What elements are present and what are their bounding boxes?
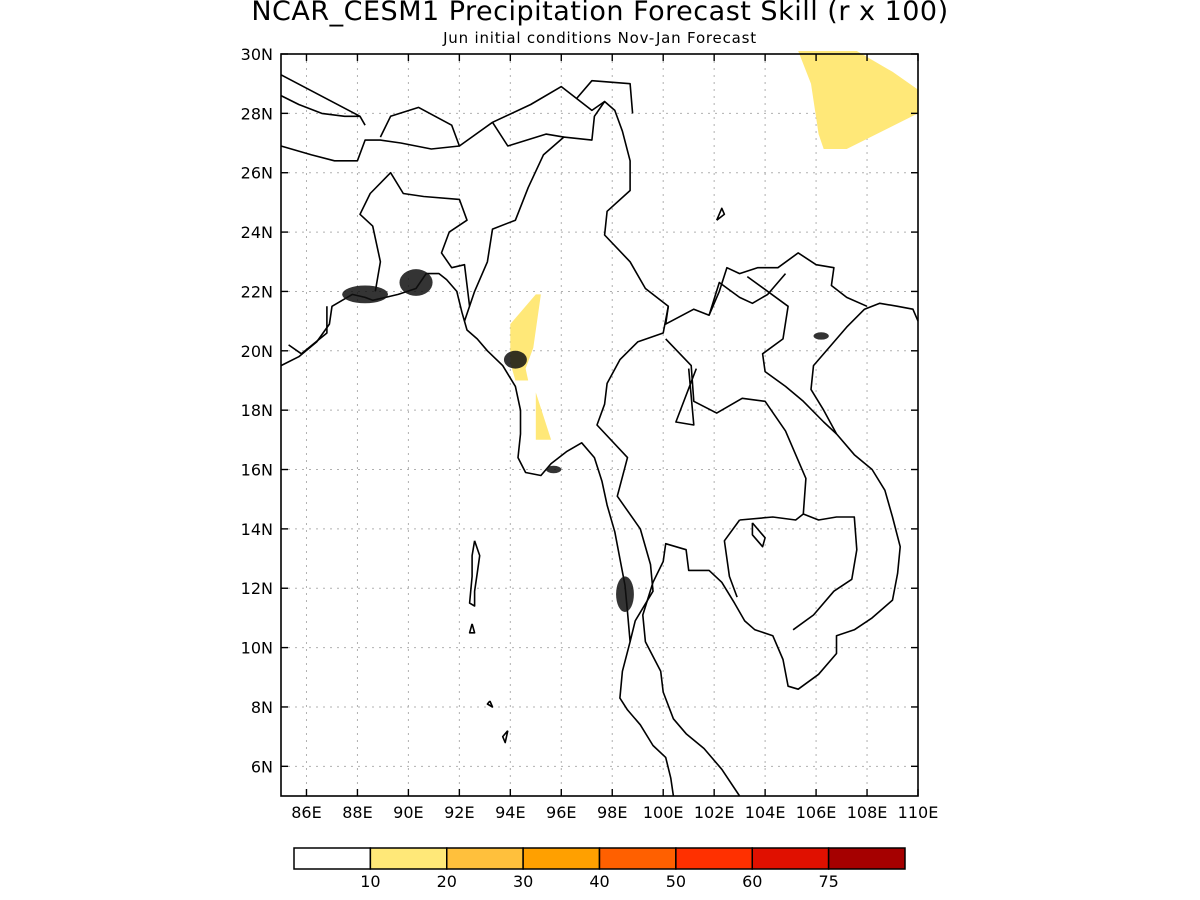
boundary-line: [641, 302, 919, 797]
colorbar-label: 40: [589, 872, 609, 891]
boundary-line: [575, 79, 634, 114]
boundary-line: [468, 623, 476, 634]
boundary-line: [280, 106, 461, 162]
boundary-line: [746, 275, 838, 435]
lat-tick-label: 24N: [241, 223, 273, 242]
lon-tick-label: 96E: [546, 803, 576, 822]
lat-tick-label: 30N: [241, 45, 273, 64]
lat-tick-label: 14N: [241, 520, 273, 539]
chart-title: NCAR_CESM1 Precipitation Forecast Skill …: [251, 0, 949, 27]
boundary-line: [359, 171, 471, 307]
lat-tick-label: 10N: [241, 639, 273, 658]
boundary-line: [288, 306, 328, 355]
lon-tick-label: 88E: [342, 803, 372, 822]
colorbar-swatch: [369, 847, 448, 870]
colorbar-swatch: [446, 847, 524, 870]
lon-tick-label: 98E: [597, 803, 627, 822]
boundary-line: [463, 100, 868, 325]
boundary-line: [486, 700, 494, 708]
lat-tick-label: 28N: [241, 104, 273, 123]
colorbar-swatch: [827, 847, 906, 870]
lon-tick-label: 86E: [291, 803, 321, 822]
boundary-line: [501, 730, 509, 744]
lon-tick-label: 92E: [444, 803, 474, 822]
colorbar-label: 75: [818, 872, 838, 891]
boundary-line: [280, 272, 675, 797]
chart-subtitle: Jun initial conditions Nov-Jan Forecast: [443, 29, 757, 47]
delta-coast-detail: [399, 269, 433, 296]
boundary-line: [708, 273, 787, 316]
lat-tick-label: 18N: [241, 401, 273, 420]
lat-tick-label: 12N: [241, 579, 273, 598]
lat-tick-label: 6N: [251, 757, 273, 776]
boundary-line: [458, 85, 606, 147]
lon-tick-label: 106E: [796, 803, 837, 822]
colorbar-swatch: [675, 847, 753, 870]
delta-coast-detail: [616, 576, 634, 612]
boundary-line: [715, 207, 726, 221]
boundary-line: [739, 513, 804, 521]
delta-coast-detail: [503, 350, 527, 369]
lon-tick-label: 104E: [745, 803, 786, 822]
colorbar-label: 50: [666, 872, 686, 891]
lon-tick-label: 102E: [694, 803, 735, 822]
colorbar-swatch: [522, 847, 601, 870]
map-gridlines: [281, 54, 918, 796]
delta-coast-detail: [813, 332, 829, 340]
boundary-line: [491, 121, 564, 147]
lon-tick-label: 94E: [495, 803, 525, 822]
map-frame: [280, 53, 919, 797]
lon-tick-label: 100E: [643, 803, 684, 822]
colorbar-label: 10: [360, 872, 380, 891]
boundary-line: [675, 368, 698, 426]
lat-tick-label: 8N: [251, 698, 273, 717]
colorbar-swatch: [598, 847, 677, 870]
boundary-line: [280, 74, 361, 118]
boundary-line: [596, 306, 670, 642]
colorbar-label: 30: [513, 872, 533, 891]
skill-region-shade: [798, 51, 918, 149]
lon-tick-label: 108E: [847, 803, 888, 822]
boundary-line: [723, 519, 741, 598]
colorbar-label: 60: [742, 872, 762, 891]
lat-tick-label: 22N: [241, 282, 273, 301]
coastlines-and-borders: [280, 74, 919, 797]
skill-shading: [510, 51, 918, 440]
boundary-line: [665, 338, 858, 631]
colorbar: 10 20 30 40 50 60 75: [293, 847, 906, 891]
skill-region-shade: [535, 392, 552, 440]
colorbar-swatch: [751, 847, 830, 870]
lat-tick-label: 20N: [241, 342, 273, 361]
colorbar-swatch: [293, 847, 372, 870]
boundary-line: [280, 94, 366, 126]
colorbar-label: 20: [437, 872, 457, 891]
axis-ticks: 86E 88E 90E 92E 94E 96E 98E 100E 102E 104E 106E 108…: [241, 45, 939, 822]
lon-tick-label: 110E: [898, 803, 939, 822]
boundary-line: [468, 540, 481, 607]
delta-coast-detail: [545, 465, 562, 474]
boundary-line: [751, 522, 766, 548]
lat-tick-label: 26N: [241, 164, 273, 183]
lon-tick-label: 90E: [393, 803, 423, 822]
lat-tick-label: 16N: [241, 461, 273, 480]
delta-coast-detail: [342, 285, 389, 304]
